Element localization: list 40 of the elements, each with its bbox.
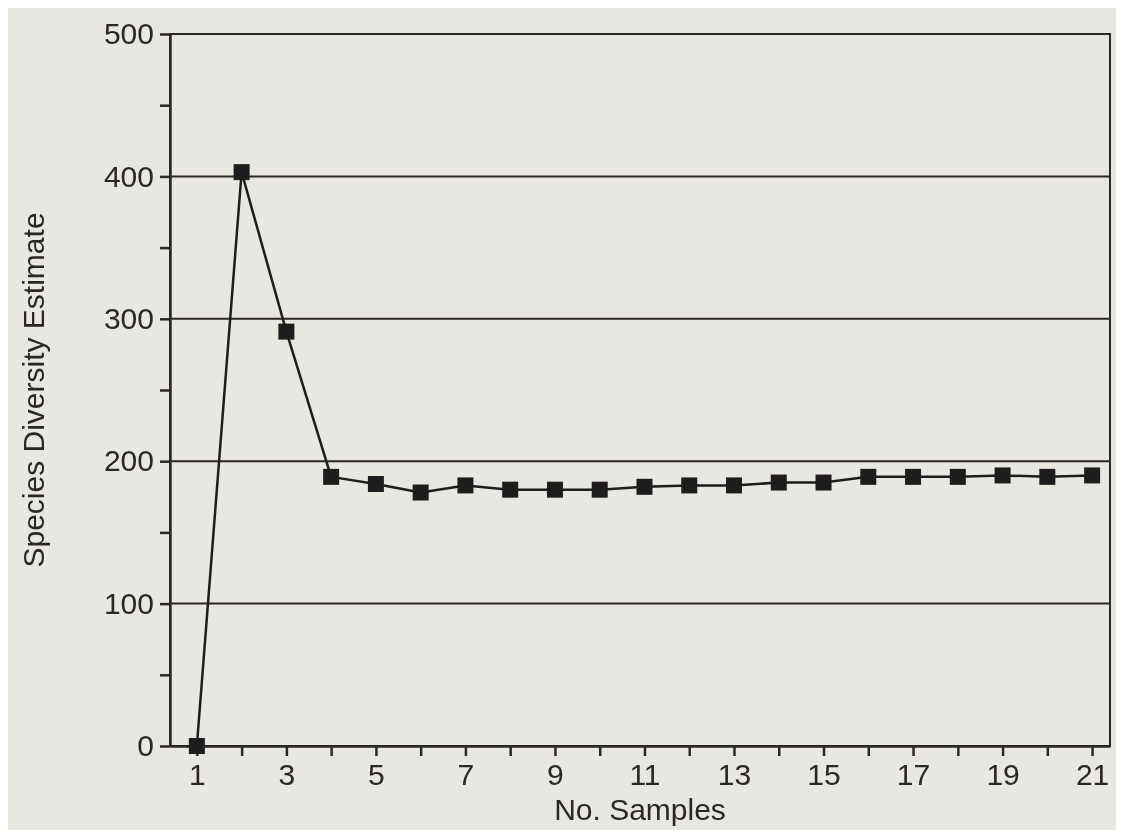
y-tick-label: 400	[103, 159, 154, 193]
y-tick-label: 500	[103, 17, 154, 51]
y-tick-label: 100	[103, 586, 154, 620]
point	[546, 481, 563, 498]
x-tick-label: 13	[717, 758, 752, 792]
x-tick-label: 17	[896, 758, 931, 792]
point	[860, 468, 877, 485]
point	[905, 468, 922, 485]
point	[770, 474, 787, 491]
point	[188, 738, 205, 754]
point	[636, 478, 653, 495]
point	[502, 481, 519, 498]
x-tick-label: 9	[547, 758, 564, 792]
x-tick-label: 21	[1075, 758, 1110, 792]
x-axis-title: No. Samples	[554, 793, 726, 826]
point	[412, 484, 429, 501]
x-tick-label: 7	[457, 758, 475, 792]
y-axis-title: Species Diversity Estimate	[17, 212, 50, 568]
point	[726, 477, 742, 494]
y-tick-label: 200	[103, 444, 154, 478]
point	[949, 468, 966, 485]
point	[815, 474, 832, 491]
point	[681, 477, 698, 494]
x-tick-label: 3	[278, 758, 296, 792]
point	[1039, 468, 1056, 485]
point	[994, 467, 1011, 484]
x-tick-label: 11	[629, 758, 661, 792]
point	[1084, 467, 1101, 484]
x-tick-label: 1	[189, 758, 206, 792]
y-tick-label: 0	[137, 729, 154, 763]
x-tick-label: 5	[368, 758, 385, 792]
point	[233, 164, 250, 181]
point	[367, 475, 384, 492]
point	[457, 477, 474, 494]
point	[591, 481, 608, 498]
x-tick-label: 15	[807, 758, 841, 792]
point	[278, 323, 295, 340]
y-tick-label: 300	[103, 301, 154, 335]
point	[323, 468, 340, 485]
x-tick-label: 19	[986, 758, 1020, 792]
